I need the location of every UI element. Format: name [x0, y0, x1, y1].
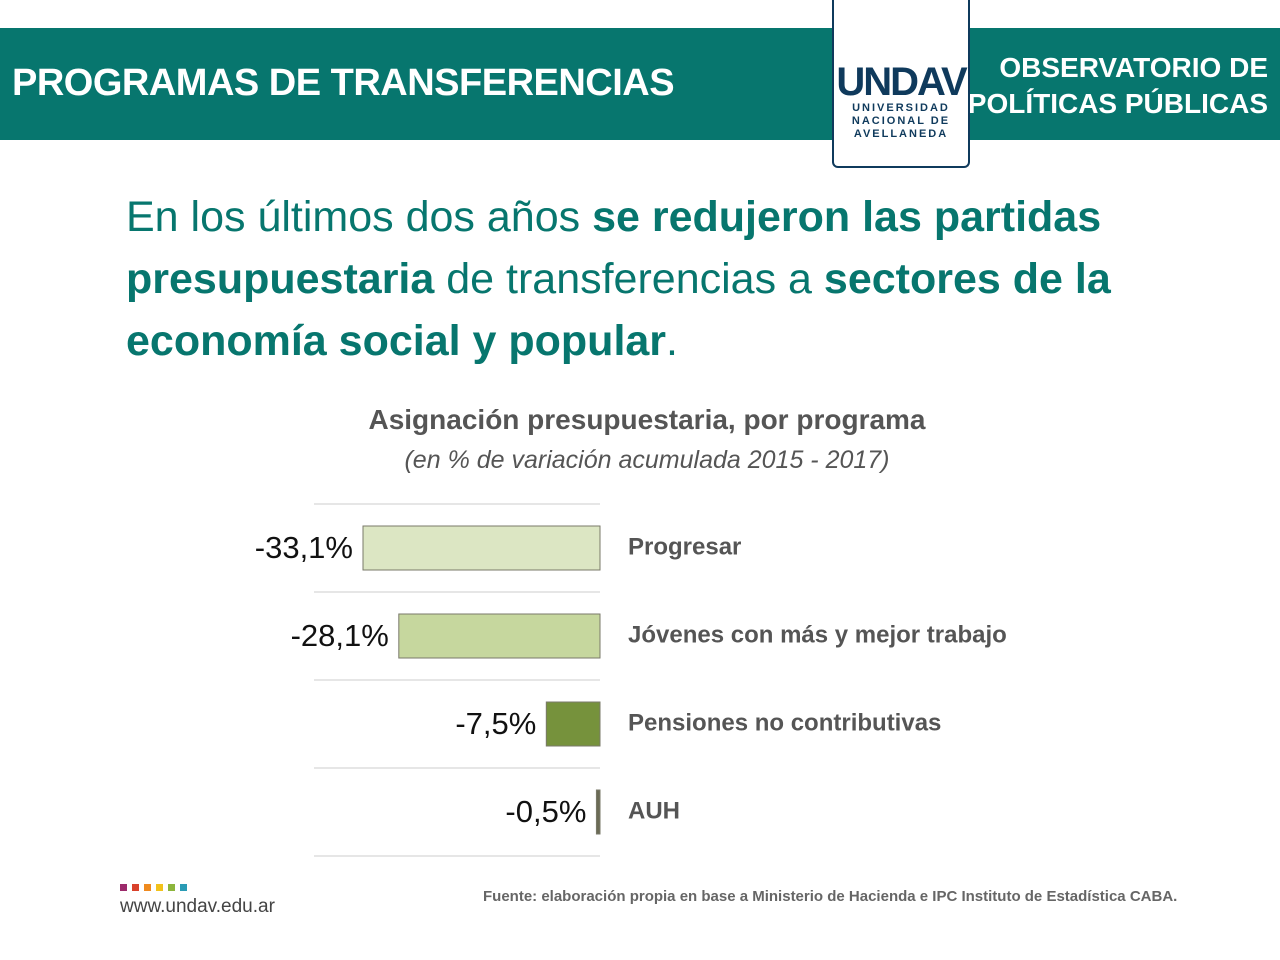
dot [168, 884, 175, 891]
bar [362, 525, 601, 571]
bar [398, 613, 601, 659]
value-label: -7,5% [455, 706, 536, 741]
dot [180, 884, 187, 891]
dot [120, 884, 127, 891]
headline-segment: En los últimos dos años [126, 193, 593, 241]
header-title: PROGRAMAS DE TRANSFERENCIAS [12, 62, 675, 104]
observatory-name: OBSERVATORIO DE POLÍTICAS PÚBLICAS [968, 50, 1268, 122]
logo: UNDAV UNIVERSIDAD NACIONAL DE AVELLANEDA [832, 0, 970, 168]
dot [144, 884, 151, 891]
chart-title: Asignación presupuestaria, por programa [368, 404, 926, 435]
value-label: -0,5% [505, 794, 586, 829]
bar [595, 789, 601, 835]
headline: En los últimos dos años se redujeron las… [126, 186, 1186, 372]
category-label: Progresar [628, 533, 741, 560]
headline-segment: de transferencias a [434, 255, 824, 303]
dot [156, 884, 163, 891]
bar [545, 701, 601, 747]
dot [132, 884, 139, 891]
category-label: Pensiones no contributivas [628, 709, 941, 736]
value-label: -28,1% [291, 618, 389, 653]
headline-segment: sectores de la economía social y popular [126, 255, 1111, 365]
category-label: Jóvenes con más y mejor trabajo [628, 621, 1007, 648]
website[interactable]: www.undav.edu.ar [120, 896, 275, 917]
color-dots [120, 884, 187, 891]
logo-line: NACIONAL DE [851, 115, 951, 127]
headline-segment: . [666, 317, 678, 365]
header-band [0, 28, 1280, 140]
source-note: Fuente: elaboración propia en base a Min… [483, 888, 1178, 905]
logo-name: UNDAV [836, 60, 967, 104]
value-label: -33,1% [255, 530, 353, 565]
logo-line: UNIVERSIDAD [852, 102, 950, 114]
observatory-line: OBSERVATORIO DE [999, 52, 1268, 83]
chart-subtitle: (en % de variación acumulada 2015 - 2017… [404, 446, 890, 474]
logo-line: AVELLANEDA [853, 128, 949, 140]
chart: -33,1% Progresar -28,1% Jóvenes con más y m… [255, 503, 1007, 857]
observatory-line: POLÍTICAS PÚBLICAS [967, 88, 1268, 119]
headline-segment: se redujeron las partidas presupuestaria [126, 193, 1102, 303]
category-label: AUH [628, 797, 680, 824]
